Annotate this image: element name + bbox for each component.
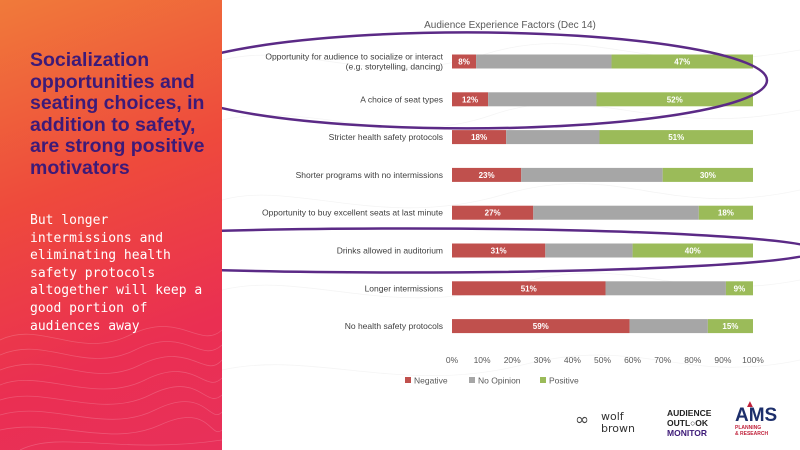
x-tick-label: 20% — [504, 355, 521, 365]
x-tick-label: 50% — [594, 355, 611, 365]
bar-segment-positive — [662, 167, 753, 182]
category-label: Longer intermissions — [365, 283, 443, 293]
wolf-brown-line2: brown — [601, 422, 635, 435]
ams-sub2: & RESEARCH — [735, 431, 769, 437]
legend-swatch-negative — [405, 377, 411, 383]
legend-label: Negative — [414, 376, 448, 386]
bar-segment-no-opinion — [506, 130, 600, 145]
x-tick-label: 10% — [474, 355, 491, 365]
bar-segment-positive — [611, 54, 753, 69]
data-label-positive: 30% — [700, 171, 716, 180]
highlight-ellipse-drinks — [222, 227, 800, 274]
slide-headline: Socialization opportunities and seating … — [30, 49, 205, 179]
wolf-brown-line1: wolf — [601, 410, 624, 423]
data-label-negative: 18% — [471, 133, 487, 142]
bar-segment-negative — [452, 281, 606, 296]
highlight-ellipse-top — [222, 31, 769, 130]
bar-segment-positive — [632, 243, 753, 258]
legend-swatch-positive — [540, 377, 546, 383]
legend-label: No Opinion — [478, 376, 521, 386]
data-label-negative: 59% — [533, 322, 549, 331]
left-panel: Socialization opportunities and seating … — [0, 0, 222, 450]
wolf-brown-mark-icon: ∞ — [575, 410, 589, 430]
data-label-negative: 8% — [458, 58, 470, 67]
category-label: Opportunity for audience to socialize or… — [265, 52, 443, 62]
bar-segment-negative — [452, 205, 534, 220]
x-tick-label: 30% — [534, 355, 551, 365]
x-tick-label: 100% — [742, 355, 764, 365]
data-label-positive: 15% — [722, 322, 738, 331]
x-tick-label: 40% — [564, 355, 581, 365]
bar-segment-negative — [452, 92, 489, 107]
category-label: Drinks allowed in auditorium — [337, 246, 443, 256]
ams-wordmark: AMS — [735, 405, 778, 426]
slide-subtext: But longer intermissions and eliminating… — [30, 213, 203, 334]
category-label: (e.g. storytelling, dancing) — [346, 62, 443, 72]
x-tick-label: 80% — [684, 355, 701, 365]
bar-segment-positive — [707, 319, 753, 334]
stacked-bar-chart: Audience Experience Factors (Dec 14) Opp… — [222, 20, 800, 386]
audience-outlook-monitor-logo: AUDIENCE OUTL○OK MONITOR — [667, 408, 727, 438]
x-tick-label: 0% — [446, 355, 459, 365]
data-label-negative: 27% — [485, 209, 501, 218]
decorative-contour-lines — [0, 326, 222, 450]
data-label-negative: 12% — [462, 95, 478, 104]
category-label: No health safety protocols — [345, 321, 443, 331]
chart-title: Audience Experience Factors (Dec 14) — [424, 20, 596, 31]
bar-segment-no-opinion — [476, 54, 612, 69]
data-label-positive: 18% — [718, 209, 734, 218]
bar-segment-no-opinion — [629, 319, 708, 334]
audience-outlook-line3: MONITOR — [667, 428, 707, 438]
legend-label: Positive — [549, 376, 579, 386]
data-label-positive: 52% — [667, 95, 683, 104]
audience-outlook-line1: AUDIENCE — [667, 408, 712, 418]
bar-segment-no-opinion — [545, 243, 633, 258]
data-label-negative: 23% — [479, 171, 495, 180]
data-label-positive: 51% — [668, 133, 684, 142]
audience-outlook-line2: OUTL○OK — [667, 418, 709, 428]
bar-segment-negative — [452, 167, 522, 182]
legend-swatch-no-opinion — [469, 377, 475, 383]
data-label-positive: 47% — [674, 58, 690, 67]
data-label-positive: 40% — [685, 247, 701, 256]
bar-segment-negative — [452, 130, 507, 145]
category-label: Opportunity to buy excellent seats at la… — [262, 208, 443, 218]
bar-segment-no-opinion — [488, 92, 597, 107]
ams-triangle-icon: ▲ — [745, 399, 755, 410]
bar-segment-negative — [452, 243, 546, 258]
bar-segment-positive — [725, 281, 753, 296]
x-tick-label: 90% — [714, 355, 731, 365]
data-label-negative: 31% — [491, 247, 507, 256]
bar-segment-negative — [452, 54, 477, 69]
ams-sub1: PLANNING — [735, 425, 762, 431]
bar-segment-no-opinion — [533, 205, 699, 220]
bar-segment-no-opinion — [521, 167, 663, 182]
data-label-positive: 9% — [734, 284, 746, 293]
x-tick-label: 70% — [654, 355, 671, 365]
bar-segment-no-opinion — [605, 281, 726, 296]
bar-segment-positive — [596, 92, 753, 107]
bar-segment-positive — [599, 130, 753, 145]
category-label: Shorter programs with no intermissions — [296, 170, 443, 180]
data-label-negative: 51% — [521, 284, 537, 293]
category-label: A choice of seat types — [360, 94, 443, 104]
category-label: Stricter health safety protocols — [329, 132, 443, 142]
bar-segment-positive — [698, 205, 753, 220]
x-tick-label: 60% — [624, 355, 641, 365]
bar-segment-negative — [452, 319, 630, 334]
sponsor-logos: ∞ wolf brown AUDIENCE OUTL○OK MONITOR ▲ … — [575, 399, 790, 445]
